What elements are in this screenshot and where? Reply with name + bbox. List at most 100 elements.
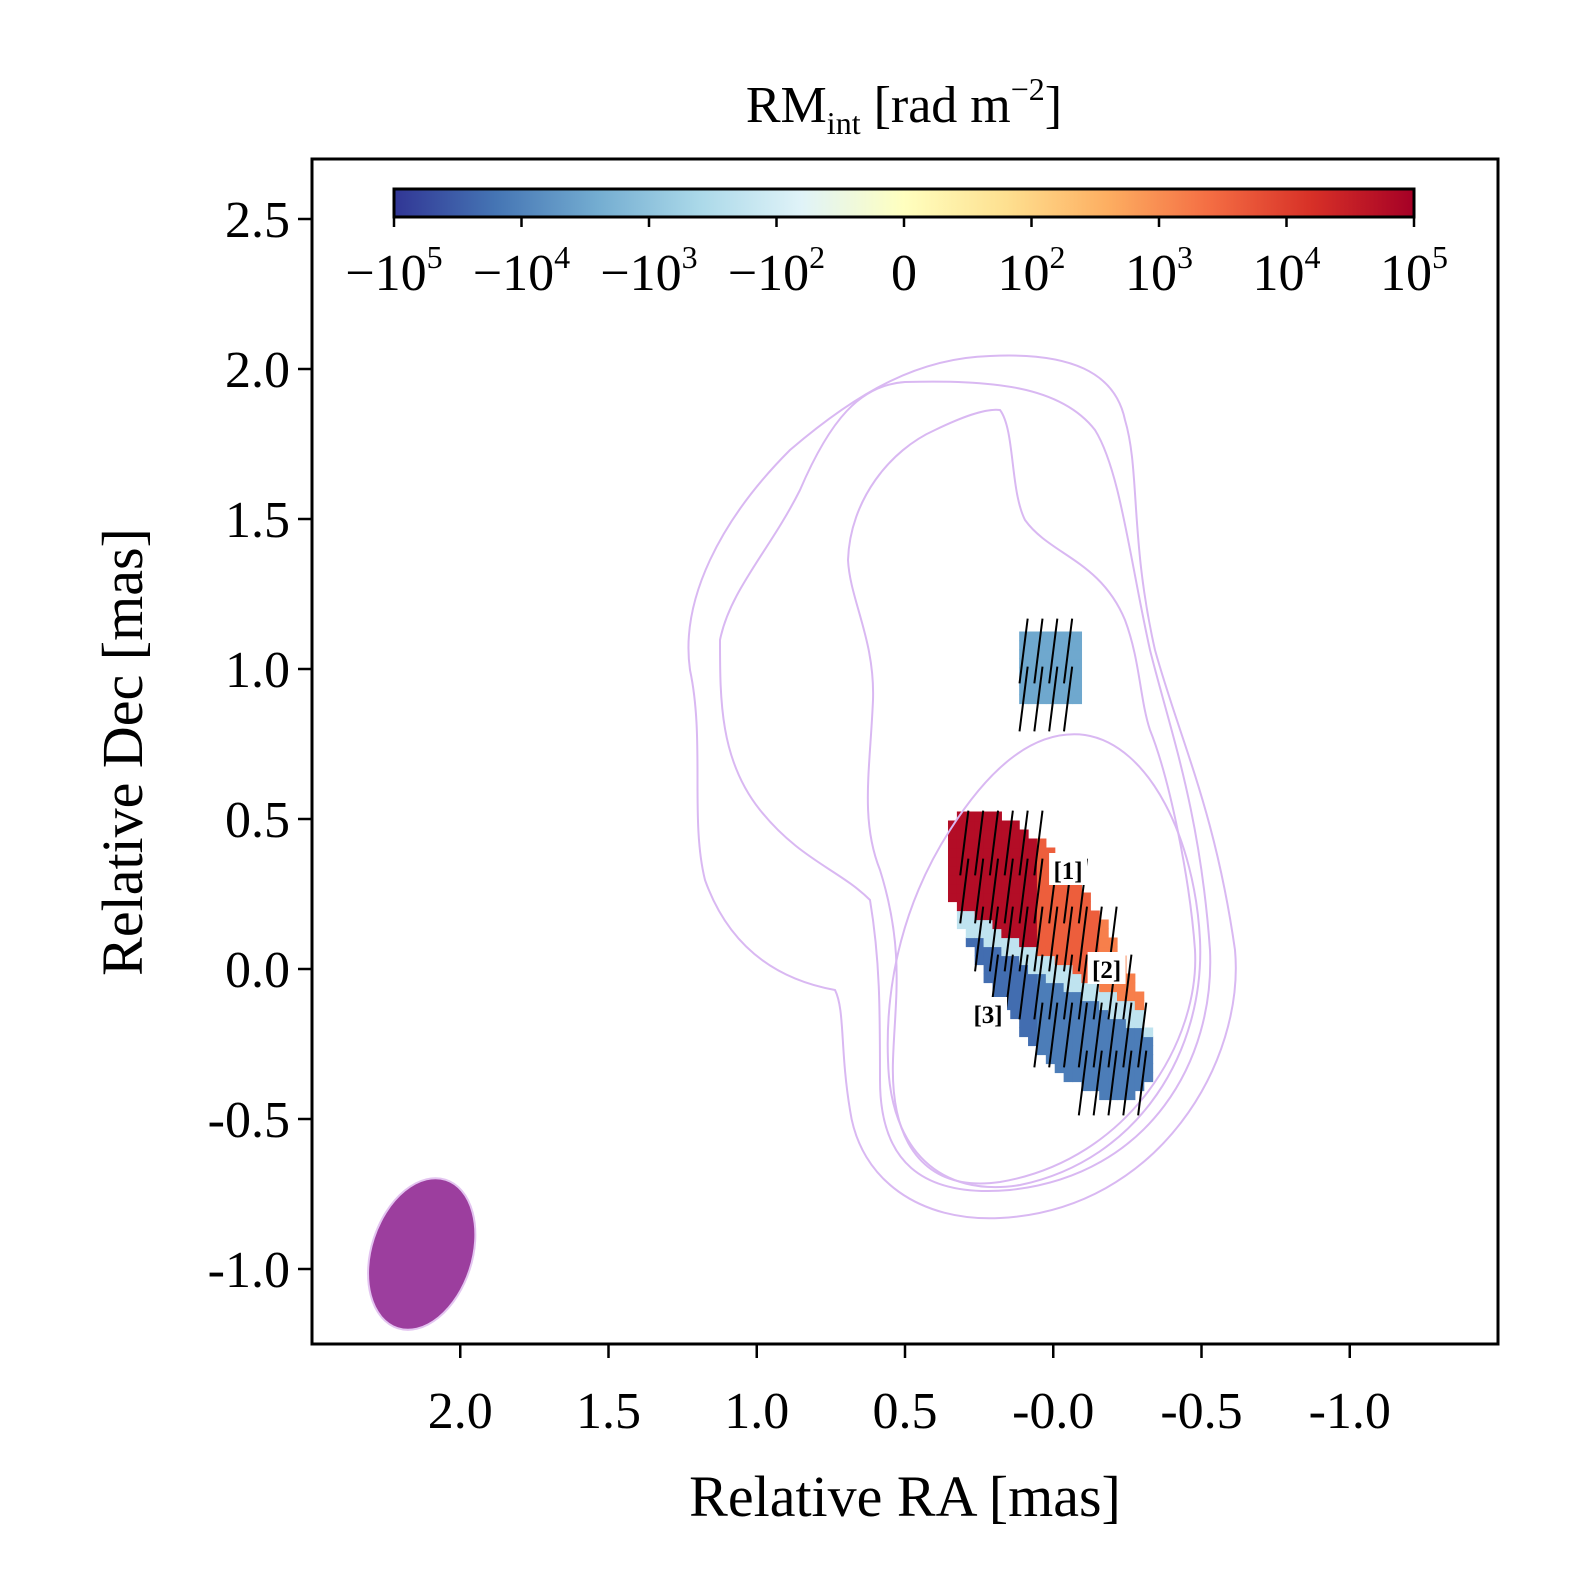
colorbar-gradient [392, 187, 1416, 219]
rm-pixel [1072, 910, 1083, 921]
rm-pixel [1054, 1063, 1065, 1074]
evpa-vector [1033, 1002, 1044, 1068]
rm-pixel [983, 946, 994, 957]
rm-pixel [1072, 928, 1083, 939]
rm-pixel [965, 892, 976, 903]
rm-pixel [1099, 1063, 1109, 1074]
rm-pixel [1072, 919, 1083, 930]
evpa-vector [1063, 1002, 1074, 1068]
rm-pixel [1063, 991, 1074, 1002]
rm-pixel [1063, 1018, 1074, 1029]
colorbar-tick-base: 10 [998, 245, 1050, 302]
rm-pixel [1019, 631, 1029, 642]
rm-pixel [1099, 1054, 1109, 1065]
region-label-box [969, 997, 1008, 1029]
rm-pixel [1116, 991, 1127, 1002]
colorbar-tick-label: −104 [473, 239, 570, 302]
rm-pixel [1045, 847, 1056, 858]
rm-pixel [1125, 1018, 1136, 1029]
colorbar-tick-label: −102 [728, 239, 825, 302]
rm-pixel [1010, 883, 1020, 894]
rm-pixel [983, 829, 994, 840]
rm-pixel [1001, 892, 1011, 903]
rm-pixel [1036, 973, 1047, 984]
rm-pixel [1019, 991, 1029, 1002]
rm-pixel [1028, 982, 1038, 993]
rm-pixel [1090, 1072, 1100, 1083]
rm-pixel [965, 865, 976, 876]
rm-pixel [965, 901, 976, 912]
rm-pixel [1072, 1072, 1083, 1083]
rm-pixel [1036, 901, 1047, 912]
rm-pixel [1134, 1018, 1145, 1029]
rm-pixel [1081, 901, 1091, 912]
evpa-vector [1137, 1050, 1148, 1116]
evpa-vector [1018, 666, 1029, 732]
rm-pixel [1054, 685, 1065, 696]
rm-pixel [1108, 1063, 1118, 1074]
rm-pixel [1010, 946, 1020, 957]
rm-pixel [983, 955, 994, 966]
rm-pixel [1054, 1045, 1065, 1056]
rm-pixel [1125, 1036, 1136, 1047]
rm-pixel [1019, 901, 1029, 912]
rm-pixel [1019, 1009, 1029, 1020]
contour-outer [687, 354, 1237, 1220]
evpa-vector [1077, 954, 1088, 1020]
x-axis-label: Relative RA [mas] [689, 1464, 1121, 1529]
rm-pixel [1099, 991, 1109, 1002]
rm-pixel [1125, 1081, 1136, 1092]
rm-pixel [1072, 1063, 1083, 1074]
colorbar-label-close: ] [1045, 77, 1062, 134]
rm-pixel [1081, 1072, 1091, 1083]
rm-pixel [1036, 676, 1047, 687]
rm-pixel [1090, 991, 1100, 1002]
rm-pixel [1045, 640, 1056, 651]
plot-area: [1] [2] [3] [310, 157, 1500, 1346]
rm-pixel [1010, 856, 1020, 867]
rm-pixel [1001, 928, 1011, 939]
rm-pixel [1116, 1027, 1127, 1038]
rm-pixel [1036, 964, 1047, 975]
evpa-vector [1033, 618, 1044, 684]
rm-pixel [1072, 685, 1083, 696]
colorbar-label: RMint [rad m−2] [746, 71, 1062, 141]
rm-pixel [1063, 667, 1074, 678]
rm-pixel [1010, 892, 1020, 903]
evpa-vector [1107, 1002, 1118, 1068]
rm-pixel [1116, 1081, 1127, 1092]
rm-pixel [947, 856, 958, 867]
rm-pixel [1010, 973, 1020, 984]
rm-pixel [965, 928, 976, 939]
rm-pixel [1001, 883, 1011, 894]
rm-pixel [956, 820, 967, 831]
rm-pixel [1045, 982, 1056, 993]
evpa-vector [1018, 810, 1029, 876]
rm-pixel [1054, 1036, 1065, 1047]
rm-pixel [983, 901, 994, 912]
rm-pixel [1081, 937, 1091, 948]
rm-pixel [1010, 838, 1020, 849]
rm-pixel [1028, 1036, 1038, 1047]
rm-pixel [992, 847, 1002, 858]
rm-pixel [1045, 1018, 1056, 1029]
intensity-contours [687, 354, 1237, 1220]
rm-pixel [965, 910, 976, 921]
colorbar-tick-base: −10 [600, 245, 681, 302]
colorbar-tick-label: 105 [1380, 239, 1448, 302]
evpa-vector [1063, 618, 1074, 684]
rm-pixel [1072, 1045, 1083, 1056]
rm-pixel [1063, 955, 1074, 966]
rm-pixel [992, 883, 1002, 894]
rm-pixel [1001, 937, 1011, 948]
x-tick-label: -1.0 [1309, 1383, 1391, 1440]
y-tick-label: 2.5 [225, 192, 290, 249]
rm-pixel [1134, 1009, 1145, 1020]
rm-pixel [956, 919, 967, 930]
region-label-1: [1] [1049, 853, 1088, 885]
rm-pixel [1054, 1018, 1065, 1029]
colorbar-tick-label: 0 [891, 245, 917, 302]
colorbar-label-exp: −2 [1011, 71, 1045, 107]
colorbar-ticks: −105 −104 −103 −102 0 102 103 104 105 [345, 217, 1448, 302]
rm-pixel [1001, 982, 1011, 993]
